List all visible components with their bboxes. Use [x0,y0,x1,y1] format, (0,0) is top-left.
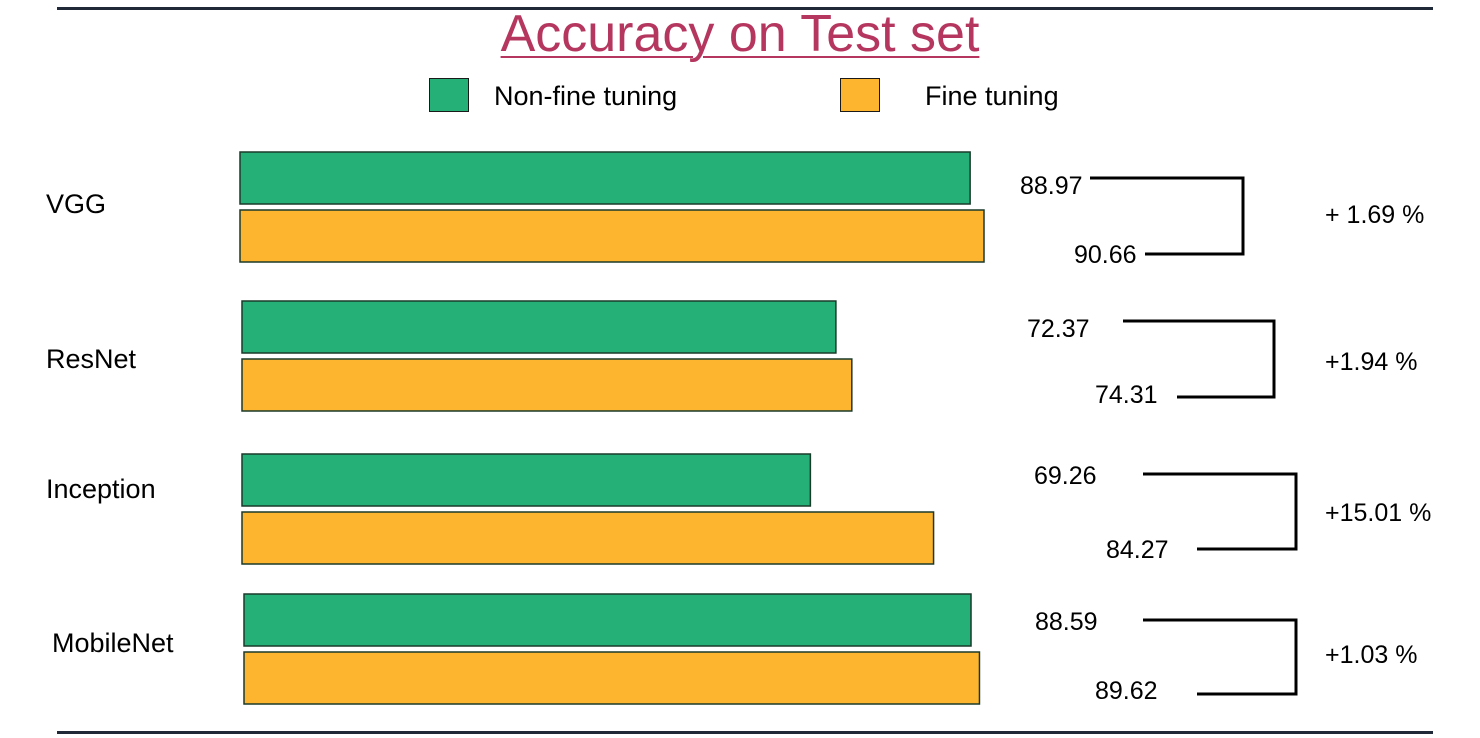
bar-vgg-non-fine-tuning [239,151,971,205]
category-label-inception: Inception [46,474,156,504]
value-label-inception-non-fine-tuning: 69.26 [1034,462,1097,490]
difference-label-resnet: +1.94 % [1325,348,1417,376]
difference-label-mobilenet: +1.03 % [1325,641,1417,669]
bar-mobilenet-non-fine-tuning [243,593,972,647]
bar-mobilenet-fine-tuning [243,651,981,705]
category-label-resnet: ResNet [46,344,137,374]
bar-resnet-fine-tuning [241,358,853,412]
difference-label-vgg: + 1.69 % [1325,201,1424,229]
bottom-rule [57,731,1433,734]
value-label-vgg-fine-tuning: 90.66 [1074,241,1137,269]
value-label-vgg-non-fine-tuning: 88.97 [1020,172,1083,200]
legend-label-fine-tuning: Fine tuning [925,81,1059,111]
chart-title: Accuracy on Test set [500,5,980,63]
difference-bracket-resnet [1123,319,1276,399]
value-label-inception-fine-tuning: 84.27 [1106,536,1169,564]
difference-label-inception: +15.01 % [1325,499,1431,527]
value-label-resnet-non-fine-tuning: 72.37 [1027,315,1090,343]
bar-resnet-non-fine-tuning [241,300,837,354]
category-label-vgg: VGG [46,189,106,219]
value-label-mobilenet-fine-tuning: 89.62 [1095,677,1158,705]
legend-swatch-non-fine-tuning [429,78,469,112]
legend-swatch-fine-tuning [840,78,880,112]
bar-inception-fine-tuning [241,511,935,565]
value-label-resnet-fine-tuning: 74.31 [1095,381,1158,409]
value-label-mobilenet-non-fine-tuning: 88.59 [1035,608,1098,636]
difference-bracket-inception [1143,472,1298,551]
bar-vgg-fine-tuning [239,209,985,263]
top-rule [57,7,1433,10]
difference-bracket-vgg [1090,176,1245,256]
legend-label-non-fine-tuning: Non-fine tuning [494,81,678,111]
category-label-mobilenet: MobileNet [52,628,174,658]
bar-inception-non-fine-tuning [241,453,812,507]
difference-bracket-mobilenet [1143,618,1298,696]
